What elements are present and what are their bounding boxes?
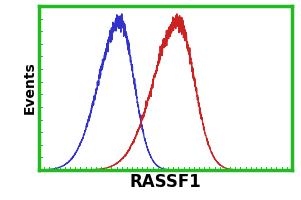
Y-axis label: Events: Events xyxy=(22,62,36,114)
X-axis label: RASSF1: RASSF1 xyxy=(130,173,201,191)
